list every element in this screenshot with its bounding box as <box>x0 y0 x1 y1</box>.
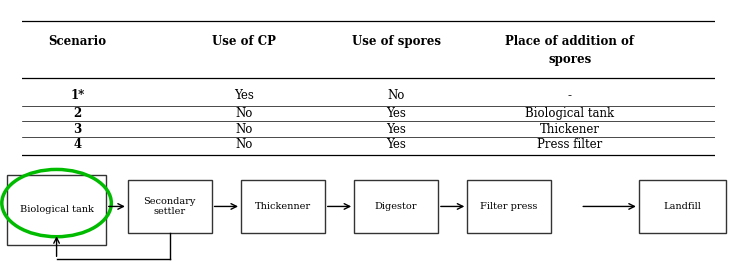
Bar <box>354 179 438 233</box>
Text: Yes: Yes <box>386 107 407 120</box>
Text: -: - <box>568 89 572 102</box>
Bar <box>467 179 551 233</box>
Text: Thickener: Thickener <box>539 123 600 136</box>
Text: 4: 4 <box>73 138 82 151</box>
Text: Place of addition of: Place of addition of <box>505 35 634 48</box>
Text: 2: 2 <box>73 107 82 120</box>
Text: spores: spores <box>548 53 591 66</box>
Text: 3: 3 <box>73 123 82 136</box>
Text: Digestor: Digestor <box>374 202 418 211</box>
Text: Filter press: Filter press <box>480 202 538 211</box>
Bar <box>639 179 726 233</box>
Text: Use of spores: Use of spores <box>352 35 441 48</box>
Text: No: No <box>388 89 405 102</box>
Bar <box>128 179 212 233</box>
Bar <box>7 175 106 245</box>
Text: Landfill: Landfill <box>664 202 702 211</box>
Text: Use of CP: Use of CP <box>212 35 276 48</box>
Text: Yes: Yes <box>386 123 407 136</box>
Text: Secondary
settler: Secondary settler <box>144 197 196 216</box>
Text: Thickenner: Thickenner <box>255 202 311 211</box>
Text: Press filter: Press filter <box>537 138 602 151</box>
Text: 1*: 1* <box>70 89 85 102</box>
Text: No: No <box>235 107 253 120</box>
Text: Scenario: Scenario <box>48 35 107 48</box>
Text: Biological tank: Biological tank <box>20 205 93 214</box>
Text: No: No <box>235 138 253 151</box>
Text: Biological tank: Biological tank <box>525 107 615 120</box>
Text: Yes: Yes <box>234 89 254 102</box>
Text: No: No <box>235 123 253 136</box>
Bar <box>241 179 325 233</box>
Text: Yes: Yes <box>386 138 407 151</box>
